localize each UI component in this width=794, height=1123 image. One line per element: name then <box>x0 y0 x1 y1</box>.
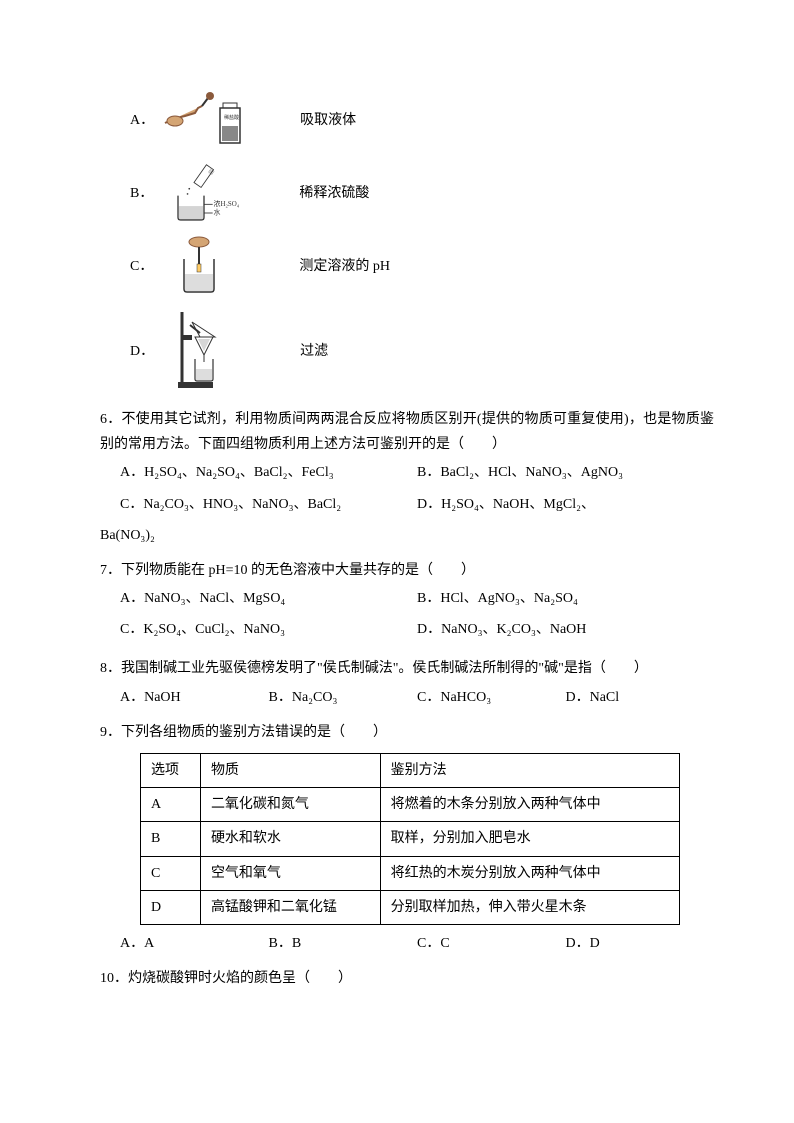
q6-opt-b: B．BaCl₂、HCl、NaNO₃、AgNO₃ <box>417 460 714 485</box>
diagram-ph <box>159 234 249 299</box>
option-letter: D． <box>130 339 154 364</box>
question-text: 9．下列各组物质的鉴别方法错误的是（ ） <box>100 720 714 745</box>
q8-opt-c: C．NaHCO₃ <box>417 685 566 710</box>
q6-opt-c: C．Na₂CO₃、HNO₃、NaNO₃、BaCl₂ <box>120 492 417 517</box>
question-7: 7．下列物质能在 pH=10 的无色溶液中大量共存的是（ ） A．NaNO₃、N… <box>100 558 714 646</box>
question-text: 7．下列物质能在 pH=10 的无色溶液中大量共存的是（ ） <box>100 558 714 583</box>
q6-options: A．H₂SO₄、Na₂SO₄、BaCl₂、FeCl₃ B．BaCl₂、HCl、N… <box>120 457 714 519</box>
q5-option-c: C． 测定溶液的 pH <box>130 234 714 299</box>
svg-text:稀盐酸: 稀盐酸 <box>224 114 239 121</box>
q9-options: A．A B．B C．C D．D <box>120 931 714 956</box>
th-method: 鉴别方法 <box>380 754 679 788</box>
q7-options: A．NaNO₃、NaCl、MgSO₄ B．HCl、AgNO₃、Na₂SO₄ C．… <box>120 583 714 645</box>
option-text: 过滤 <box>300 339 328 364</box>
table-row: D 高锰酸钾和二氧化锰 分别取样加热，伸入带火星木条 <box>141 890 680 924</box>
table-row: B 硬水和软水 取样，分别加入肥皂水 <box>141 822 680 856</box>
option-text: 测定溶液的 pH <box>299 254 390 279</box>
q9-table: 选项 物质 鉴别方法 A 二氧化碳和氮气 将燃着的木条分别放入两种气体中 B 硬… <box>140 753 680 925</box>
th-substance: 物质 <box>200 754 380 788</box>
option-text: 稀释浓硫酸 <box>299 181 369 206</box>
question-text: 8．我国制碱工业先驱侯德榜发明了"侯氏制碱法"。侯氏制碱法所制得的"碱"是指（ … <box>100 656 714 681</box>
table-row: C 空气和氧气 将红热的木炭分别放入两种气体中 <box>141 856 680 890</box>
svg-text:|||||: ||||| <box>208 168 216 176</box>
diagram-filter <box>160 307 250 397</box>
q8-opt-a: A．NaOH <box>120 685 269 710</box>
q9-opt-d: D．D <box>566 931 715 956</box>
svg-text:水: 水 <box>214 208 221 217</box>
q7-opt-a: A．NaNO₃、NaCl、MgSO₄ <box>120 586 417 611</box>
question-10: 10．灼烧碳酸钾时火焰的颜色呈（ ） <box>100 966 714 991</box>
q5-option-b: B． ||||| 浓H₂SO₄ 水 稀释浓硫酸 <box>130 161 714 226</box>
cell: 空气和氧气 <box>200 856 380 890</box>
q6-opt-d-cont: Ba(NO₃)₂ <box>100 523 714 548</box>
table-header-row: 选项 物质 鉴别方法 <box>141 754 680 788</box>
q5-option-a: A． 稀盐酸 吸取液体 <box>130 88 714 153</box>
q8-opt-b: B．Na₂CO₃ <box>269 685 418 710</box>
cell: B <box>141 822 201 856</box>
option-letter: B． <box>130 181 153 206</box>
cell: 硬水和软水 <box>200 822 380 856</box>
cell: 取样，分别加入肥皂水 <box>380 822 679 856</box>
q9-opt-a: A．A <box>120 931 269 956</box>
th-option: 选项 <box>141 754 201 788</box>
q7-opt-c: C．K₂SO₄、CuCl₂、NaNO₃ <box>120 617 417 642</box>
cell: 高锰酸钾和二氧化锰 <box>200 890 380 924</box>
q8-options: A．NaOH B．Na₂CO₃ C．NaHCO₃ D．NaCl <box>120 685 714 710</box>
q5-option-d: D． 过滤 <box>130 307 714 397</box>
q7-opt-b: B．HCl、AgNO₃、Na₂SO₄ <box>417 586 714 611</box>
question-text: 6．不使用其它试剂，利用物质间两两混合反应将物质区别开(提供的物质可重复使用)，… <box>100 407 714 457</box>
option-letter: C． <box>130 254 153 279</box>
cell: 分别取样加热，伸入带火星木条 <box>380 890 679 924</box>
q7-opt-d: D．NaNO₃、K₂CO₃、NaOH <box>417 617 714 642</box>
cell: D <box>141 890 201 924</box>
cell: A <box>141 788 201 822</box>
table-row: A 二氧化碳和氮气 将燃着的木条分别放入两种气体中 <box>141 788 680 822</box>
q8-opt-d: D．NaCl <box>566 685 715 710</box>
diagram-dilute: ||||| 浓H₂SO₄ 水 <box>159 161 249 226</box>
q6-opt-d: D．H₂SO₄、NaOH、MgCl₂、 <box>417 492 714 517</box>
question-6: 6．不使用其它试剂，利用物质间两两混合反应将物质区别开(提供的物质可重复使用)，… <box>100 407 714 548</box>
cell: 二氧化碳和氮气 <box>200 788 380 822</box>
cell: C <box>141 856 201 890</box>
cell: 将燃着的木条分别放入两种气体中 <box>380 788 679 822</box>
diagram-dropper: 稀盐酸 <box>160 88 250 153</box>
question-text: 10．灼烧碳酸钾时火焰的颜色呈（ ） <box>100 966 714 991</box>
question-9: 9．下列各组物质的鉴别方法错误的是（ ） 选项 物质 鉴别方法 A 二氧化碳和氮… <box>100 720 714 956</box>
svg-text:浓H₂SO₄: 浓H₂SO₄ <box>214 199 240 208</box>
q9-opt-c: C．C <box>417 931 566 956</box>
option-letter: A． <box>130 108 154 133</box>
option-text: 吸取液体 <box>300 108 356 133</box>
q9-opt-b: B．B <box>269 931 418 956</box>
q6-opt-a: A．H₂SO₄、Na₂SO₄、BaCl₂、FeCl₃ <box>120 460 417 485</box>
cell: 将红热的木炭分别放入两种气体中 <box>380 856 679 890</box>
question-8: 8．我国制碱工业先驱侯德榜发明了"侯氏制碱法"。侯氏制碱法所制得的"碱"是指（ … <box>100 656 714 710</box>
